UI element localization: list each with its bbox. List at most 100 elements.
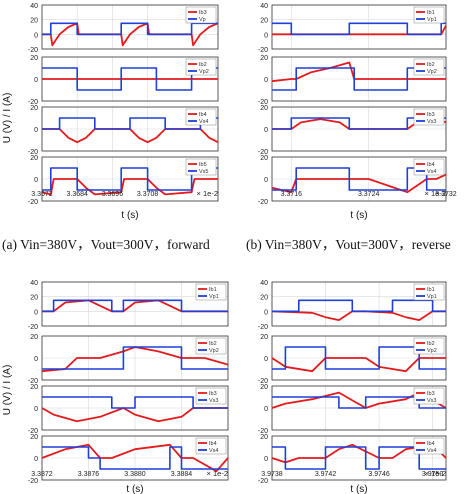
x-tick-label: 3.3724 [358,191,380,198]
legend-label: Vs3 [427,119,436,125]
y-tick-label: 20 [30,384,38,391]
y-tick-label: -20 [28,478,38,485]
y-tick-label: 0 [264,77,268,84]
series-line-Ib1 [271,310,446,322]
y-tick-label: 40 [260,280,268,287]
x-tick-label: 3.9738 [261,471,283,478]
series-line-Vp1 [42,299,228,313]
y-tick-label: 20 [30,295,38,302]
caption-b: (b) Vin=380V，Vout=300V，reverse [246,237,451,252]
series-line-Ib2 [271,357,446,373]
y-tick-label: 0 [34,127,38,134]
y-tick-label: 20 [30,155,38,162]
y-tick-label: 0 [264,356,268,363]
legend-label: Ib2 [427,62,435,68]
y-tick-label: 0 [34,177,38,184]
y-axis-label: U (V) / I (A) [2,365,13,416]
x-tick-label: 3.9746 [368,471,390,478]
legend-label: Vp1 [209,294,219,300]
y-tick-label: 0 [34,406,38,413]
x-axis-label: t (s) [350,484,367,494]
series-line-Vp2 [272,67,446,91]
series-line-Vp2 [42,67,218,91]
y-tick-label: -20 [28,149,38,156]
legend-label: Vs4 [199,119,208,125]
legend-label: Vp1 [427,294,437,300]
y-tick-label: 0 [264,456,268,463]
y-tick-label: -20 [28,378,38,385]
y-tick-label: 20 [30,434,38,441]
y-tick-label: 20 [260,295,268,302]
series-line-Ib3 [41,407,228,423]
legend-label: Vp [199,17,206,23]
legend-label: Vp2 [209,348,219,354]
y-tick-label: 0 [34,356,38,363]
x-tick-label: 3.3672 [31,191,53,198]
legend-label: Ib2 [199,62,207,68]
legend-label: Ib1 [427,10,435,16]
y-tick-label: -20 [258,378,268,385]
y-tick-label: 40 [30,3,38,10]
x-axis-label: t (s) [350,210,367,221]
legend-label: Vs3 [427,398,436,404]
x-tick-label: 3.3684 [66,191,88,198]
y-tick-label: 20 [30,105,38,112]
legend-label: Vp2 [199,69,209,75]
y-tick-label: 20 [260,434,268,441]
x-multiplier-label: × 1e-2 [425,469,446,478]
y-tick-label: -20 [28,428,38,435]
y-tick-label: 0 [264,406,268,413]
caption-a: (a) Vin=380V，Vout=300V，forward [2,237,210,252]
y-tick-label: 0 [264,32,268,39]
x-axis-label: t (s) [121,210,138,221]
series-line-Ib4 [271,173,447,194]
legend-label: Ib2 [209,341,217,347]
legend-label: Ib1 [427,287,435,293]
series-line-Vp1 [272,22,446,36]
legend-label: Vs4 [427,169,436,175]
legend-label: Ib4 [209,441,217,447]
y-tick-label: 0 [264,177,268,184]
x-axis-label: t (s) [126,484,143,494]
subplot-frame [41,335,229,381]
y-tick-label: -20 [258,149,268,156]
series-line-Vp2 [272,346,446,370]
x-tick-label: 3.3708 [137,191,159,198]
legend-label: Ib4 [427,162,435,168]
x-multiplier-label: × 1e-2 [425,189,446,198]
y-tick-label: 20 [260,55,268,62]
x-multiplier-label: × 1e-2 [197,189,218,198]
y-tick-label: -20 [28,47,38,54]
legend-label: Vs4 [427,448,436,454]
y-tick-label: 0 [264,309,268,316]
series-line-Vp1 [272,299,446,313]
y-tick-label: -20 [258,324,268,331]
y-tick-label: 20 [260,155,268,162]
chart-group-b: 40200-20Ib1Vp1200-20Ib2Vp2200-20Ib3Vs320… [258,3,457,221]
legend-label: Ib2 [427,341,435,347]
y-tick-label: -20 [28,324,38,331]
x-tick-label: 3.3876 [78,471,100,478]
legend-label: Vs3 [209,398,218,404]
series-line-Ib4 [42,128,219,144]
series-line-Vp [42,22,218,36]
legend-label: Ib3 [209,391,217,397]
legend-label: Ib4 [427,441,435,447]
x-tick-label: 3.3884 [171,471,193,478]
y-tick-label: -20 [258,478,268,485]
y-tick-label: 20 [260,384,268,391]
legend-label: Vp2 [427,69,437,75]
y-tick-label: 20 [260,18,268,25]
legend-label: Ib4 [199,112,207,118]
